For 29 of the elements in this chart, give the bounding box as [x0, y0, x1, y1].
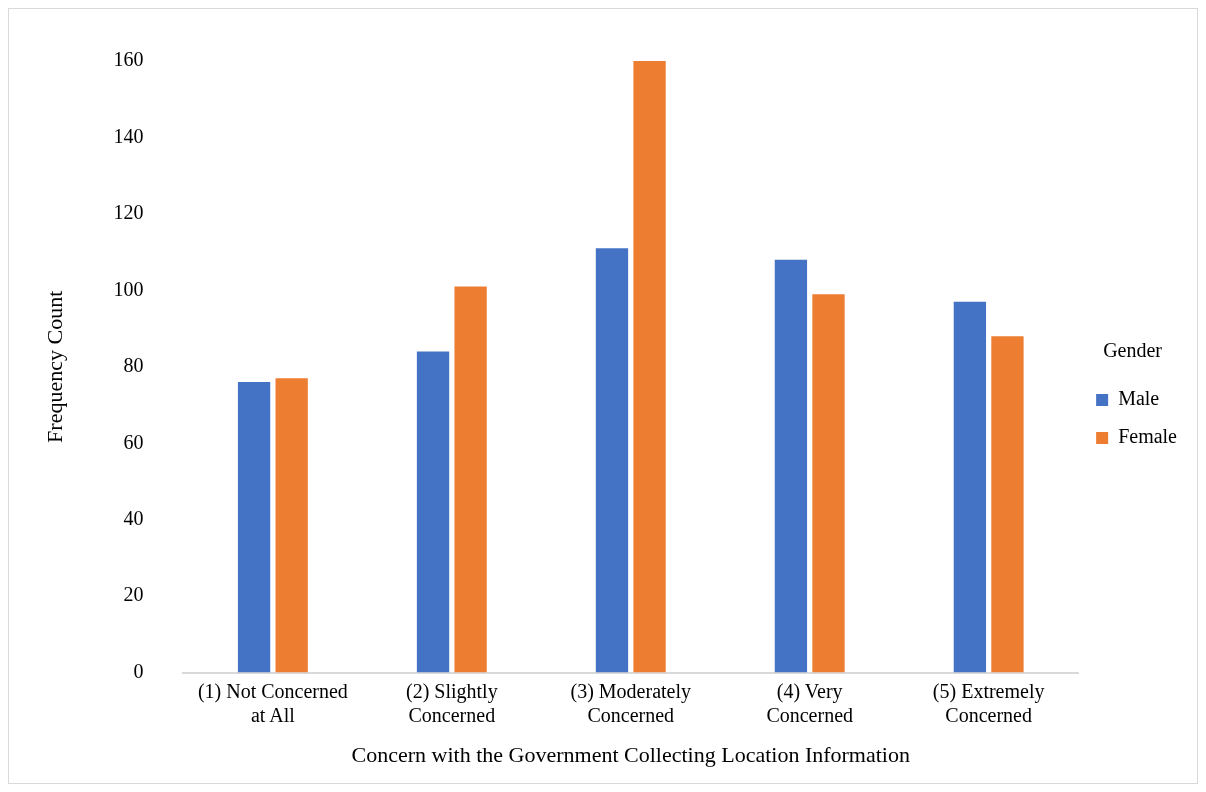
y-tick-label: 160: [113, 48, 144, 71]
legend-title: Gender: [1103, 339, 1163, 362]
legend-label: Male: [1118, 387, 1160, 410]
bar: [774, 259, 808, 673]
bar: [595, 248, 629, 673]
bar: [812, 294, 845, 673]
x-axis-title: Concern with the Government Collecting Location Information: [351, 741, 910, 767]
bar: [237, 382, 271, 673]
bar: [991, 336, 1024, 673]
x-tick-label: (4) Very Concerned: [766, 679, 854, 726]
y-tick-label: 60: [123, 430, 144, 453]
y-axis-title: Frequency Count: [41, 290, 67, 443]
y-tick-label: 120: [113, 201, 144, 224]
bar: [416, 351, 450, 673]
legend-label: Female: [1118, 425, 1178, 448]
bar: [454, 286, 487, 673]
x-tick-label: (2) Slightly Concerned: [405, 679, 498, 726]
y-tick-label: 100: [113, 277, 144, 300]
bar: [633, 61, 666, 673]
bar: [953, 301, 987, 673]
bar: [275, 378, 308, 673]
x-tick-label: (1) Not Concerned at All: [197, 679, 348, 726]
y-tick-label: 40: [123, 506, 144, 529]
y-tick-label: 20: [123, 583, 144, 606]
x-tick-label: (5) Extremely Concerned: [932, 679, 1045, 726]
y-tick-label: 80: [123, 354, 144, 377]
y-tick-label: 140: [113, 124, 144, 147]
y-tick-label: 0: [133, 659, 144, 682]
x-tick-label: (3) Moderately Concerned: [570, 679, 692, 726]
